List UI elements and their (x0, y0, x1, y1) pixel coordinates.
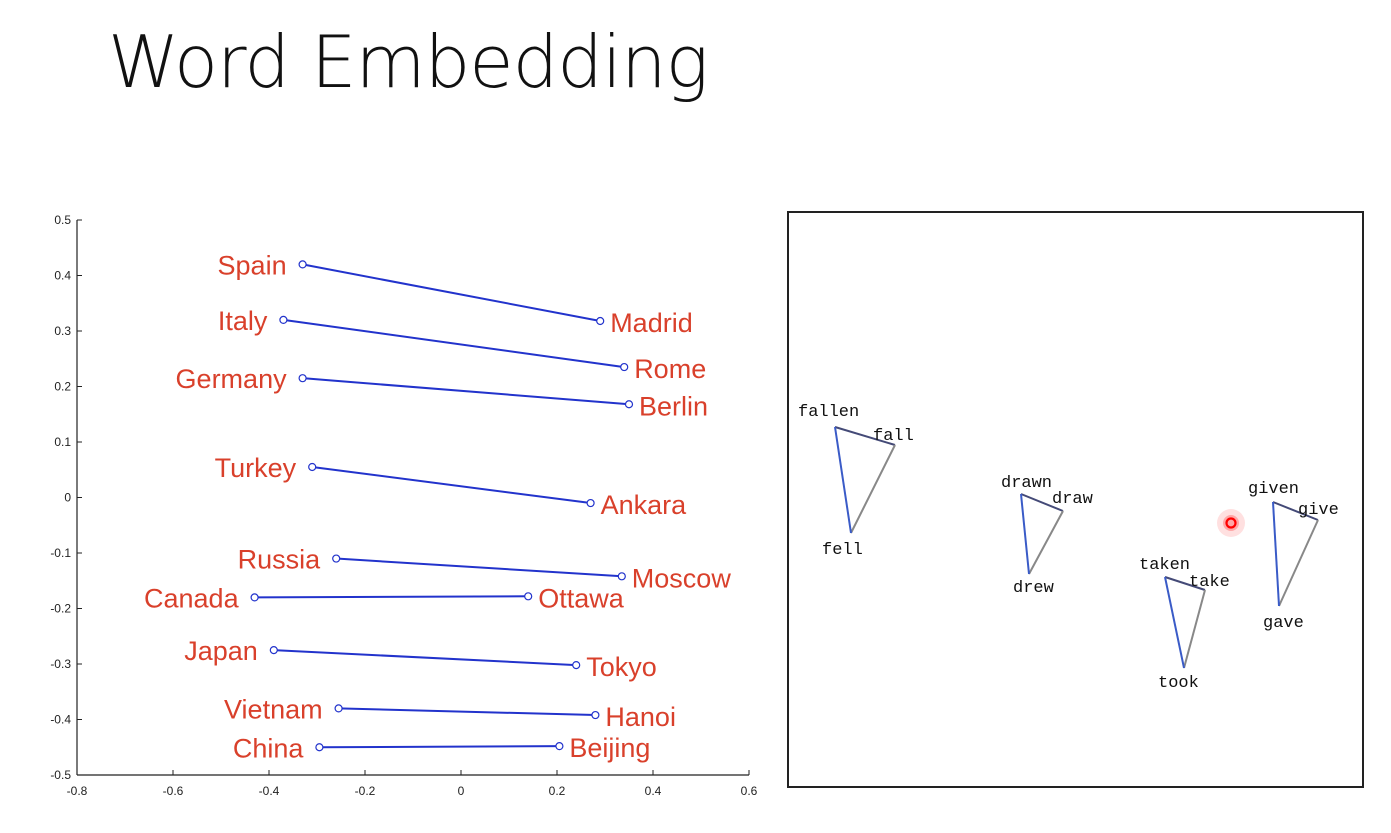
y-tick-label: -0.4 (50, 713, 71, 727)
country-label: Vietnam (224, 694, 323, 724)
y-tick-label: -0.1 (50, 546, 71, 560)
country-label: Canada (144, 583, 240, 613)
chart-axes: 0.5 0.4 0.3 0.2 0.1 0 -0.1 -0.2 -0.3 -0.4 -0.5 -0.8… (50, 213, 757, 798)
x-tick-label: -0.2 (355, 784, 376, 798)
country-label: Germany (176, 364, 288, 394)
capital-point (555, 742, 564, 751)
x-tick-label: 0.2 (549, 784, 566, 798)
pair-line-japan (273, 649, 577, 667)
country-label: China (233, 733, 305, 763)
country-label: Russia (238, 545, 322, 575)
y-tick-label: -0.2 (50, 602, 71, 616)
capital-point (524, 592, 533, 601)
capital-label: Moscow (632, 563, 732, 593)
capital-point (586, 498, 595, 508)
capital-label: Ottawa (538, 583, 625, 613)
capital-label: Beijing (569, 733, 650, 763)
capital-label: Madrid (610, 308, 693, 338)
word-labels: Spain Madrid Italy Rome Germany Berlin Turkey A… (144, 250, 731, 763)
pair-line-turkey (312, 465, 591, 505)
x-tick-label: -0.4 (259, 784, 280, 798)
country-point (279, 315, 288, 324)
capital-label: Berlin (639, 391, 708, 421)
y-tick-label: -0.5 (50, 768, 71, 782)
pair-line-china (319, 745, 560, 749)
y-tick-label: 0.1 (54, 435, 71, 449)
capital-label: Rome (634, 354, 706, 384)
y-tick-label: -0.3 (50, 657, 71, 671)
x-tick-label: -0.8 (67, 784, 88, 798)
capital-label: Ankara (601, 490, 688, 520)
country-point (269, 646, 278, 655)
country-label: Turkey (215, 453, 297, 483)
capital-point (572, 661, 581, 670)
y-tick-label: 0.3 (54, 324, 71, 338)
country-point (298, 260, 307, 269)
slide-title: Word Embedding (108, 20, 709, 104)
capital-label: Tokyo (586, 652, 657, 682)
x-tick-label: -0.6 (163, 784, 184, 798)
country-label: Japan (184, 636, 258, 666)
country-point (315, 743, 324, 752)
capital-point (591, 710, 600, 720)
capital-label: Hanoi (605, 702, 676, 732)
pair-line-germany (302, 377, 630, 406)
y-tick-label: 0.2 (54, 380, 71, 394)
pair-lines (250, 260, 634, 752)
pair-line-vietnam (338, 707, 596, 717)
capital-point (624, 400, 634, 409)
country-point (308, 462, 317, 472)
capital-point (620, 362, 629, 372)
pair-line-italy (283, 318, 625, 369)
pair-line-canada (254, 595, 529, 599)
pair-line-spain (302, 263, 601, 322)
y-tick-label: 0.4 (54, 269, 71, 283)
capital-point (596, 316, 605, 326)
x-tick-label: 0 (458, 784, 465, 798)
y-tick-label: 0.5 (54, 213, 71, 227)
x-tick-label: 0.4 (645, 784, 662, 798)
country-point (250, 593, 259, 602)
x-tick-label: 0.6 (741, 784, 758, 798)
country-point (298, 374, 307, 383)
country-point (332, 554, 341, 563)
pair-line-russia (336, 557, 622, 578)
country-label: Italy (218, 306, 268, 336)
country-label: Spain (218, 250, 287, 280)
capital-point (617, 572, 626, 581)
y-tick-label: 0 (64, 491, 71, 505)
country-point (334, 704, 343, 713)
